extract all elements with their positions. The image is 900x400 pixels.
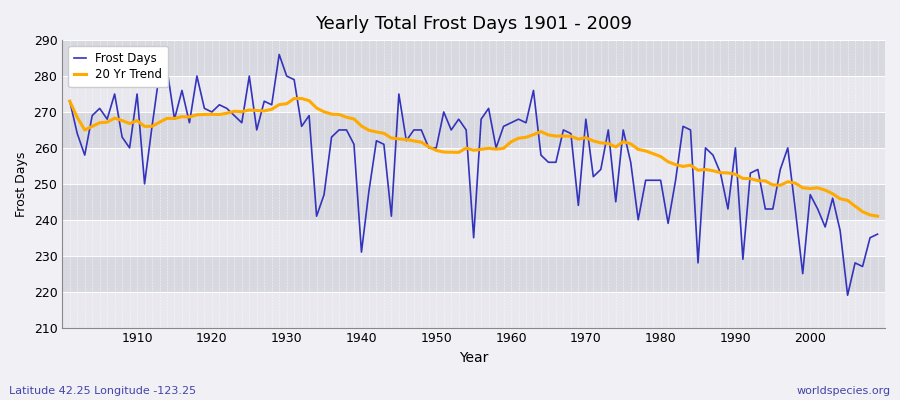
Frost Days <box>603 128 614 132</box>
Bar <box>62 184 885 220</box>
Frost Days <box>65 99 76 104</box>
Bar <box>62 112 885 148</box>
Frost Days <box>296 124 307 129</box>
Bar <box>62 256 885 292</box>
Bar <box>62 220 885 256</box>
X-axis label: Year: Year <box>459 351 489 365</box>
Frost Days <box>274 52 284 57</box>
Frost Days <box>513 117 524 122</box>
20 Yr Trend <box>603 141 614 146</box>
20 Yr Trend <box>341 115 352 120</box>
Y-axis label: Frost Days: Frost Days <box>15 151 28 216</box>
Line: Frost Days: Frost Days <box>70 54 878 295</box>
Text: worldspecies.org: worldspecies.org <box>796 386 891 396</box>
Frost Days <box>124 146 135 150</box>
Bar <box>62 292 885 328</box>
Frost Days <box>341 128 352 132</box>
Bar <box>62 76 885 112</box>
Title: Yearly Total Frost Days 1901 - 2009: Yearly Total Frost Days 1901 - 2009 <box>315 15 632 33</box>
Text: Latitude 42.25 Longitude -123.25: Latitude 42.25 Longitude -123.25 <box>9 386 196 396</box>
20 Yr Trend <box>296 96 307 101</box>
Frost Days <box>506 120 517 125</box>
20 Yr Trend <box>506 140 517 144</box>
Legend: Frost Days, 20 Yr Trend: Frost Days, 20 Yr Trend <box>68 46 168 87</box>
20 Yr Trend <box>872 214 883 218</box>
Bar <box>62 40 885 76</box>
Line: 20 Yr Trend: 20 Yr Trend <box>70 98 878 216</box>
Frost Days <box>842 293 853 298</box>
20 Yr Trend <box>513 136 524 141</box>
20 Yr Trend <box>65 99 76 104</box>
Bar <box>62 148 885 184</box>
20 Yr Trend <box>289 96 300 101</box>
20 Yr Trend <box>124 121 135 126</box>
Frost Days <box>872 232 883 236</box>
